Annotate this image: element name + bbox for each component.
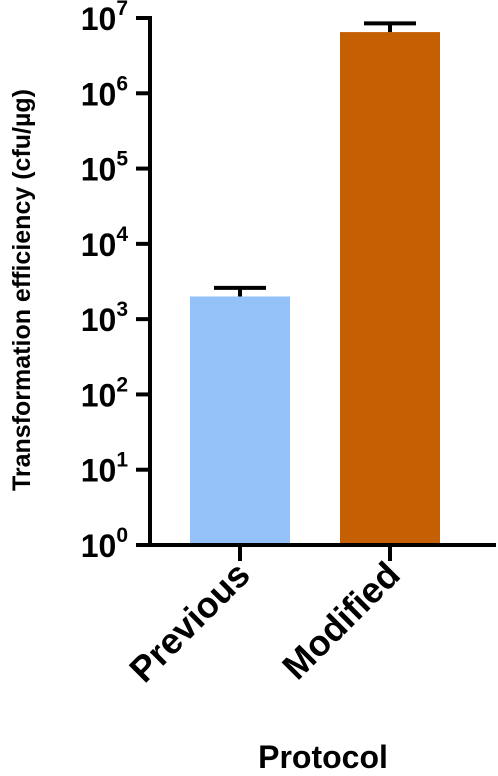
bar-previous	[190, 296, 290, 545]
y-axis-title: Transformation efficiency (cfu/µg)	[8, 89, 36, 491]
y-tick-label: 107	[81, 0, 128, 37]
y-tick-label: 103	[81, 298, 128, 338]
bars	[190, 32, 440, 545]
bar-modified	[340, 32, 440, 545]
y-tick-label: 100	[81, 524, 128, 564]
y-tick-label: 104	[81, 223, 129, 263]
y-tick-label: 106	[81, 72, 128, 112]
y-tick-label: 101	[81, 449, 129, 489]
x-axis-ticks: Previous Modified	[121, 545, 408, 690]
y-tick-label: 102	[81, 373, 128, 413]
error-bars	[214, 21, 416, 297]
y-axis-ticks: 100 101 102 103 104 105 106 107	[81, 0, 150, 564]
y-tick-label: 105	[81, 148, 129, 188]
x-axis-title: Protocol	[258, 739, 388, 775]
x-tick-label-previous: Previous	[121, 554, 258, 691]
x-tick-label-modified: Modified	[274, 554, 408, 688]
